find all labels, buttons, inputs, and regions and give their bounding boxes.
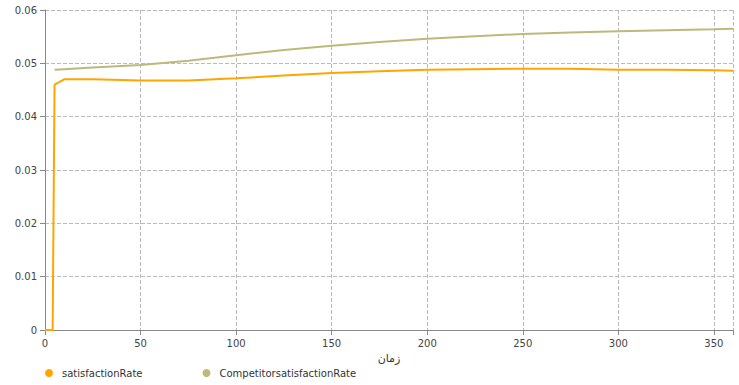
- svg-text:200: 200: [418, 338, 437, 349]
- svg-text:150: 150: [322, 338, 341, 349]
- svg-text:زمان: زمان: [378, 352, 401, 365]
- svg-text:250: 250: [513, 338, 532, 349]
- svg-text:0.02: 0.02: [15, 218, 37, 229]
- svg-text:300: 300: [609, 338, 628, 349]
- svg-text:0: 0: [42, 338, 48, 349]
- svg-text:50: 50: [134, 338, 147, 349]
- svg-text:0.06: 0.06: [15, 5, 37, 16]
- svg-text:350: 350: [704, 338, 723, 349]
- svg-text:satisfactionRate: satisfactionRate: [62, 368, 142, 379]
- svg-text:0.03: 0.03: [15, 165, 37, 176]
- svg-text:0.04: 0.04: [15, 111, 37, 122]
- svg-text:0: 0: [31, 325, 37, 336]
- svg-text:0.05: 0.05: [15, 58, 37, 69]
- svg-text:0.01: 0.01: [15, 271, 37, 282]
- svg-text:CompetitorsatisfactionRate: CompetitorsatisfactionRate: [219, 368, 356, 379]
- svg-text:100: 100: [227, 338, 246, 349]
